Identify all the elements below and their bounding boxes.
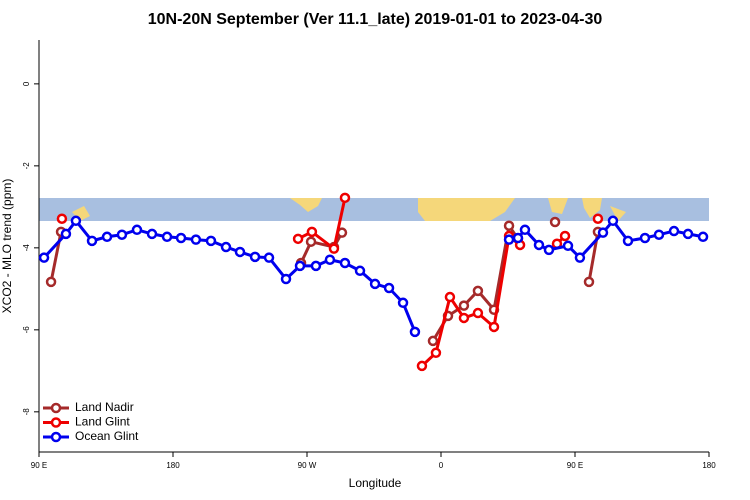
y-tick-label: -6 [22, 326, 31, 334]
x-tick-label: 180 [702, 461, 716, 470]
data-point [324, 254, 336, 265]
data-point [397, 297, 409, 309]
data-point [488, 321, 500, 333]
data-point [101, 231, 113, 243]
data-point [234, 246, 246, 258]
data-point [190, 234, 202, 245]
data-point [668, 225, 680, 237]
x-tick-label: 90 E [567, 461, 583, 470]
data-point [339, 192, 351, 204]
data-point [38, 252, 50, 263]
data-point [294, 260, 306, 272]
data-point [682, 228, 694, 240]
data-point [45, 276, 57, 288]
data-point [444, 291, 456, 303]
data-point [205, 235, 217, 247]
y-tick-label: 0 [22, 81, 31, 86]
chart-title: 10N-20N September (Ver 11.1_late) 2019-0… [148, 11, 603, 28]
data-point [70, 215, 82, 227]
data-point [146, 228, 158, 240]
data-point [305, 236, 317, 247]
data-point [161, 231, 173, 243]
data-point [409, 326, 421, 338]
data-point [263, 252, 275, 263]
data-point [175, 232, 187, 244]
data-point [472, 285, 484, 297]
x-tick-label: 0 [439, 461, 444, 470]
data-point [562, 240, 574, 252]
data-point [653, 229, 665, 240]
legend-marker [50, 417, 62, 428]
x-tick-label: 180 [166, 461, 180, 470]
data-point [86, 235, 98, 247]
data-point [310, 260, 322, 272]
series-line [297, 197, 347, 252]
data-point [430, 347, 442, 359]
legend-label: Ocean Glint [75, 429, 139, 443]
data-point [597, 227, 609, 238]
x-axis-label: Longitude [349, 476, 402, 490]
data-point [220, 241, 232, 253]
data-point [458, 300, 470, 311]
y-tick-label: -4 [22, 244, 31, 252]
data-point [292, 233, 304, 245]
data-point [549, 216, 561, 228]
data-point [559, 230, 571, 242]
data-point [427, 335, 439, 347]
data-point [622, 235, 634, 247]
legend-marker [50, 402, 62, 414]
data-point [533, 239, 545, 251]
data-point [131, 224, 143, 236]
legend-marker [50, 431, 62, 443]
map-band [39, 198, 709, 221]
data-point [583, 276, 595, 288]
legend-label: Land Nadir [75, 400, 134, 414]
data-point [512, 232, 524, 244]
data-point [472, 307, 484, 319]
data-point [574, 252, 586, 263]
data-point [339, 257, 351, 269]
data-point [56, 213, 68, 224]
series-line [299, 231, 344, 264]
data-point [503, 220, 515, 231]
series-line [420, 233, 522, 368]
y-tick-label: -2 [22, 162, 31, 170]
data-point [503, 234, 515, 245]
data-point [416, 360, 428, 372]
data-point [280, 273, 292, 285]
data-point [543, 244, 555, 256]
series-line [42, 218, 417, 333]
data-point [354, 265, 366, 277]
x-tick-label: 90 W [298, 461, 317, 470]
data-point [592, 213, 604, 224]
data-point [383, 282, 395, 294]
legend-label: Land Glint [75, 415, 130, 429]
data-point [328, 243, 340, 254]
y-axis-label: XCO2 - MLO trend (ppm) [0, 179, 14, 314]
data-point [697, 231, 709, 243]
data-point [607, 215, 619, 227]
data-point [249, 251, 261, 263]
data-point [306, 226, 318, 238]
data-point [519, 224, 531, 236]
data-point [116, 229, 128, 240]
data-point [60, 228, 72, 240]
y-tick-label: -8 [22, 408, 31, 416]
data-point [639, 232, 651, 244]
x-tick-label: 90 E [31, 461, 47, 470]
data-point [369, 278, 381, 290]
data-point [458, 312, 470, 324]
